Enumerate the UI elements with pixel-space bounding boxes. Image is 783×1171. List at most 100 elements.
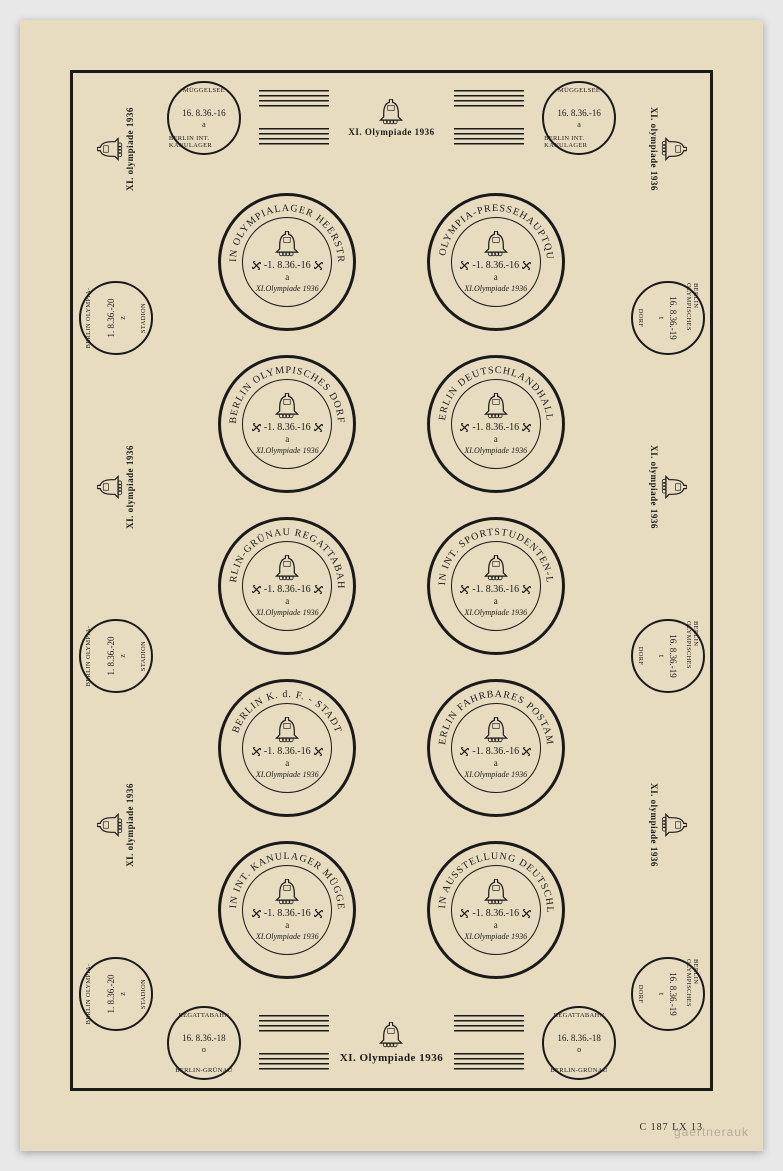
olympic-bell-icon (274, 879, 300, 905)
swastika-icon (522, 747, 531, 756)
postmark-letter: a (494, 758, 498, 768)
stamp-date: 16. 8.36.-16 (557, 108, 601, 118)
postmark-letter: a (285, 272, 289, 282)
postmark-date: -1. 8.36.-16 (249, 422, 326, 433)
postmark-letter: a (494, 596, 498, 606)
swastika-icon (460, 747, 469, 756)
stamp-arc: BERLIN OLYMPIA- (85, 964, 92, 1025)
postmark-letter: a (285, 596, 289, 606)
postmark-center: -1. 8.36.-16 a XI.Olympiade 1936 (451, 379, 541, 469)
stamp-date: 1. 8.36.-20 (105, 975, 115, 1014)
swastika-icon (460, 909, 469, 918)
olympiade-label: XI. olympiade 1936 (125, 783, 135, 867)
stamp-arc: REGATTABAHN (178, 1012, 229, 1019)
postmark-date: -1. 8.36.-16 (457, 260, 534, 271)
swastika-icon (314, 423, 323, 432)
postmark-caption: XI.Olympiade 1936 (464, 608, 527, 617)
border-strip-bottom: REGATTABAHN 16. 8.36.-18 o BERLIN-GRÜNAU… (158, 998, 625, 1088)
postmark: BERLIN AUSSTELLUNG DEUTSCHLAND -1. 8.36.… (427, 841, 565, 979)
decorative-frame: MÜGGELSEE 16. 8.36.-16 a BERLIN INT. KAN… (70, 70, 713, 1091)
postmark-date: -1. 8.36.-16 (249, 908, 326, 919)
olympic-bell-icon (274, 231, 300, 257)
postmark: BERLIN K. d. F. - STADT -1. 8.36.-16 a X… (218, 679, 356, 817)
stamp-letter: t (657, 317, 666, 319)
postmark-date: -1. 8.36.-16 (457, 746, 534, 757)
stamp-arc: BERLIN OLYMPISCHES (685, 283, 699, 353)
border-stamp-regattabahn: REGATTABAHN 16. 8.36.-18 o BERLIN-GRÜNAU (542, 1006, 616, 1080)
olympic-bell-icon (274, 555, 300, 581)
olympiade-label: XI. olympiade 1936 (125, 445, 135, 529)
border-stamp-stadion: BERLIN OLYMPIA- 1. 8.36.-20 z STADION (79, 281, 153, 355)
postmark: BERLIN OLYMPISCHES DORF -1. 8.36.-16 a X… (218, 355, 356, 493)
cancellation-lines (454, 1013, 524, 1073)
border-strip-left: XI. olympiade 1936 BERLIN OLYMPIA- 1. 8.… (73, 73, 158, 1088)
postmark-date: -1. 8.36.-16 (457, 584, 534, 595)
swastika-icon (522, 585, 531, 594)
olympic-bell-icon (97, 136, 123, 162)
olympic-bell-icon (274, 393, 300, 419)
olympic-bell-icon (378, 1022, 404, 1048)
stamp-arc: BERLIN INT. KANULAGER (544, 135, 614, 149)
postmark-center: -1. 8.36.-16 a XI.Olympiade 1936 (242, 217, 332, 307)
border-bell-block: XI. olympiade 1936 (649, 104, 687, 194)
postmark-caption: XI.Olympiade 1936 (256, 608, 319, 617)
cancellation-lines (259, 88, 329, 148)
border-strip-top: MÜGGELSEE 16. 8.36.-16 a BERLIN INT. KAN… (158, 73, 625, 163)
stamp-letter: a (577, 120, 581, 129)
cancellation-lines (454, 88, 524, 148)
olympic-bell-icon (378, 99, 404, 125)
stamp-arc: BERLIN INT. KANULAGER (169, 135, 239, 149)
postmark-caption: XI.Olympiade 1936 (464, 284, 527, 293)
border-bell-block: XI. olympiade 1936 (97, 780, 135, 870)
stamp-date: 1. 8.36.-20 (105, 637, 115, 676)
postmark-date: -1. 8.36.-16 (457, 422, 534, 433)
postmark-caption: XI.Olympiade 1936 (256, 284, 319, 293)
swastika-icon (252, 423, 261, 432)
border-stamp-regattabahn: REGATTABAHN 16. 8.36.-18 o BERLIN-GRÜNAU (167, 1006, 241, 1080)
olympic-bell-icon (483, 879, 509, 905)
swastika-icon (522, 423, 531, 432)
border-bell-block: XI. Olympiade 1936 (346, 99, 436, 137)
olympiade-label: XI. olympiade 1936 (649, 107, 659, 191)
stamp-arc: DORF (637, 985, 644, 1004)
swastika-icon (460, 261, 469, 270)
olympiade-label: XI. Olympiade 1936 (340, 1052, 443, 1064)
swastika-icon (252, 747, 261, 756)
stamp-date: 1. 8.36.-20 (105, 298, 115, 337)
postmark-date: -1. 8.36.-16 (457, 908, 534, 919)
stamp-letter: z (117, 654, 126, 658)
olympic-bell-icon (661, 812, 687, 838)
border-bell-block: XI. Olympiade 1936 (346, 1022, 436, 1064)
postmark-letter: a (285, 920, 289, 930)
border-bell-block: XI. olympiade 1936 (649, 780, 687, 870)
postmark-grid: BERLIN OLYMPIALAGER HEERSTRASSE -1. 8.36… (213, 193, 570, 968)
border-bell-block: XI. olympiade 1936 (649, 442, 687, 532)
stamp-arc: MÜGGELSEE (558, 87, 600, 94)
stamp-arc: BERLIN OLYMPISCHES (685, 621, 699, 691)
postmark: BERLIN OLYMPIALAGER HEERSTRASSE -1. 8.36… (218, 193, 356, 331)
swastika-icon (252, 909, 261, 918)
cancellation-lines (259, 1013, 329, 1073)
postmark: BERLIN OLYMPIA-PRESSEHAUPTQUARTIER -1. 8… (427, 193, 565, 331)
postmark: BERLIN-GRÜNAU REGATTABAHN -1. 8.36.-16 a… (218, 517, 356, 655)
stamp-date: 16. 8.36.-18 (182, 1033, 226, 1043)
stamp-arc: DORF (637, 308, 644, 327)
swastika-icon (314, 909, 323, 918)
swastika-icon (314, 261, 323, 270)
postmark-center: -1. 8.36.-16 a XI.Olympiade 1936 (451, 217, 541, 307)
swastika-icon (252, 261, 261, 270)
stamp-arc: STADION (140, 303, 147, 333)
postmark-date: -1. 8.36.-16 (249, 746, 326, 757)
border-bell-block: XI. olympiade 1936 (97, 104, 135, 194)
stamp-date: 16. 8.36.-19 (668, 634, 678, 678)
olympic-bell-icon (483, 231, 509, 257)
philatelic-sheet: MÜGGELSEE 16. 8.36.-16 a BERLIN INT. KAN… (20, 20, 763, 1151)
olympic-bell-icon (661, 136, 687, 162)
olympic-bell-icon (97, 474, 123, 500)
postmark: BERLIN INT. SPORTSTUDENTEN-LAGER -1. 8.3… (427, 517, 565, 655)
border-stamp-stadion: BERLIN OLYMPIA- 1. 8.36.-20 z STADION (79, 957, 153, 1031)
border-stamp-kanulager: MÜGGELSEE 16. 8.36.-16 a BERLIN INT. KAN… (542, 81, 616, 155)
postmark-center: -1. 8.36.-16 a XI.Olympiade 1936 (242, 379, 332, 469)
stamp-letter: z (117, 316, 126, 320)
postmark-center: -1. 8.36.-16 a XI.Olympiade 1936 (242, 541, 332, 631)
